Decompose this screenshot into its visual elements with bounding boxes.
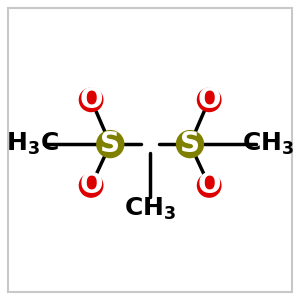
Text: O: O — [197, 171, 221, 200]
Text: S: S — [180, 130, 200, 158]
Text: O: O — [197, 86, 221, 114]
Text: $\mathregular{H_3C}$: $\mathregular{H_3C}$ — [6, 131, 59, 157]
Circle shape — [79, 173, 104, 198]
FancyBboxPatch shape — [8, 8, 292, 292]
Circle shape — [79, 87, 104, 112]
Text: $\mathregular{CH_3}$: $\mathregular{CH_3}$ — [242, 131, 294, 157]
Circle shape — [197, 173, 222, 198]
Circle shape — [176, 130, 204, 158]
Text: S: S — [100, 130, 120, 158]
Text: O: O — [79, 171, 103, 200]
Text: O: O — [79, 86, 103, 114]
Circle shape — [96, 130, 124, 158]
Circle shape — [197, 87, 222, 112]
Text: $\mathregular{CH_3}$: $\mathregular{CH_3}$ — [124, 196, 176, 222]
